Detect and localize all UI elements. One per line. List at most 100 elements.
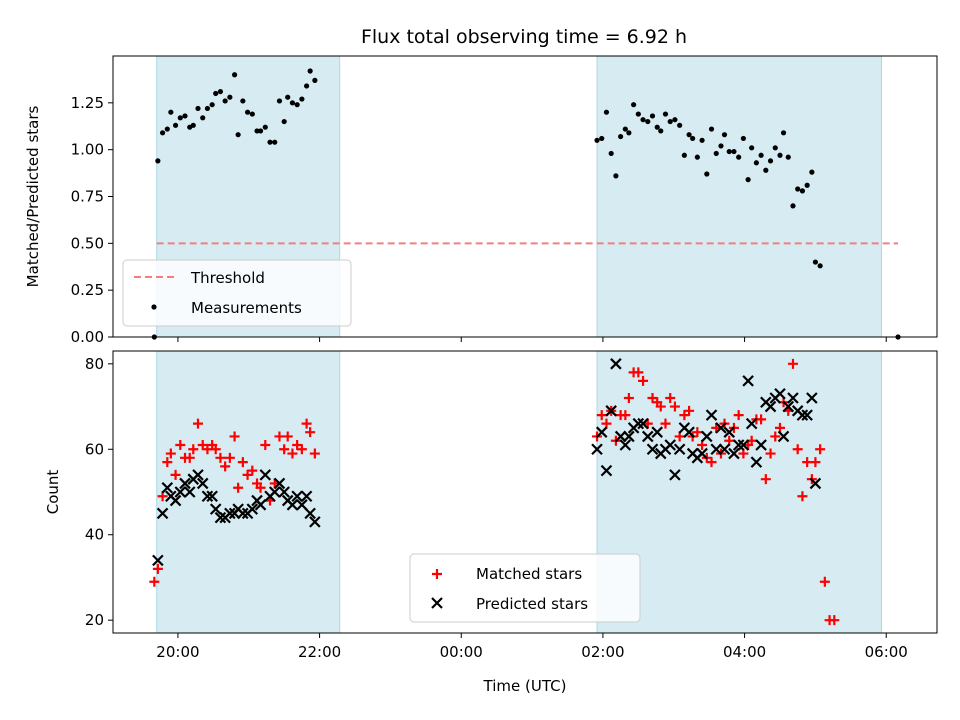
y-axis-label: Count xyxy=(44,470,62,515)
predicted-star-point xyxy=(591,443,603,456)
legend-box xyxy=(409,553,641,623)
measurement-point xyxy=(772,145,778,151)
matched-star-point xyxy=(774,422,785,433)
measurement-point xyxy=(681,152,687,158)
measurement-point xyxy=(758,152,764,158)
predicted-star-point xyxy=(777,430,790,443)
x-tick-label: 04:00 xyxy=(723,643,766,661)
matched-star-point xyxy=(819,576,830,587)
predicted-star-point xyxy=(254,499,267,511)
measurement-point xyxy=(649,113,656,119)
measurement-point xyxy=(217,88,224,95)
matched-star-point xyxy=(192,418,203,429)
predicted-star-point xyxy=(701,430,713,443)
measurement-point xyxy=(721,132,728,138)
matched-star-point xyxy=(282,431,293,442)
measurement-point xyxy=(767,158,774,164)
predicted-star-point xyxy=(710,443,723,456)
legend-predicted-label: Predicted stars xyxy=(476,595,588,613)
predicted-star-point xyxy=(651,426,663,438)
legend-threshold-label: Threshold xyxy=(190,269,265,287)
y-tick-label: 60 xyxy=(85,440,104,458)
measurement-point xyxy=(200,115,206,121)
predicted-star-point xyxy=(161,481,174,494)
measurement-point xyxy=(249,111,255,117)
legend-matched-swatch xyxy=(432,569,442,579)
predicted-star-point xyxy=(696,447,708,460)
matched-star-point xyxy=(301,418,312,429)
matched-star-point xyxy=(260,440,271,450)
measurement-point xyxy=(262,124,268,130)
matched-star-point xyxy=(692,427,703,438)
ratio-panel: 0.00 0.25 0.50 0.75 1.00 1.25 Matched/Predicte… xyxy=(24,55,938,346)
measurement-point xyxy=(285,94,291,100)
measurement-point xyxy=(235,132,241,138)
matched-star-point xyxy=(706,457,717,468)
predicted-star-point xyxy=(750,456,763,468)
matched-star-point xyxy=(237,457,248,468)
measurement-point xyxy=(817,263,823,269)
measurement-point xyxy=(795,186,801,192)
x-tick-label: 06:00 xyxy=(865,643,908,661)
measurement-point xyxy=(645,118,651,125)
measurement-point xyxy=(240,98,246,104)
matched-star-point xyxy=(797,491,808,502)
measurement-point xyxy=(182,113,188,119)
predicted-star-point xyxy=(742,375,754,387)
predicted-star-point xyxy=(737,439,750,451)
matched-star-point xyxy=(279,444,290,455)
measurement-point xyxy=(658,128,664,134)
predicted-star-point xyxy=(286,499,299,511)
matched-star-point xyxy=(620,410,631,421)
predicted-star-point xyxy=(764,400,777,413)
predicted-star-point xyxy=(782,400,795,413)
y-tick-label: 20 xyxy=(85,611,104,629)
matched-star-point xyxy=(162,457,173,468)
matched-star-point xyxy=(233,482,244,493)
measurement-point xyxy=(177,115,183,121)
matched-star-point xyxy=(829,615,840,626)
y-tick-label: 1.00 xyxy=(71,141,104,159)
predicted-star-point xyxy=(600,464,613,477)
measurement-point xyxy=(164,126,170,132)
measurement-point xyxy=(740,135,746,142)
measurement-point xyxy=(281,118,287,125)
predicted-star-point xyxy=(206,490,218,503)
y-tick-label: 0.00 xyxy=(71,328,104,346)
predicted-star-point xyxy=(728,447,740,460)
measurement-point xyxy=(694,154,700,160)
measurement-point xyxy=(289,100,296,106)
x-tick-label: 00:00 xyxy=(440,643,483,661)
predicted-star-point xyxy=(278,486,290,498)
measurement-point xyxy=(713,150,719,157)
x-tick-label: 22:00 xyxy=(298,643,341,661)
matched-star-point xyxy=(165,448,176,459)
predicted-star-point xyxy=(605,405,617,417)
measurement-point xyxy=(599,135,605,142)
measurement-point xyxy=(777,152,783,158)
predicted-star-point xyxy=(796,409,809,421)
measurement-point xyxy=(662,111,669,117)
measurement-point xyxy=(608,150,614,157)
matched-star-point xyxy=(770,431,781,442)
y-tick-label: 0.25 xyxy=(71,281,104,299)
predicted-star-point xyxy=(718,443,731,456)
predicted-star-point xyxy=(196,477,209,490)
predicted-star-point xyxy=(673,443,686,456)
measurement-point xyxy=(244,109,251,115)
predicted-star-point xyxy=(755,439,767,451)
measurement-point xyxy=(780,130,787,136)
matched-star-point xyxy=(792,444,803,455)
predicted-star-point xyxy=(637,417,649,430)
measurement-point xyxy=(294,102,300,108)
matched-star-point xyxy=(787,358,798,369)
matched-star-point xyxy=(152,563,163,574)
matched-star-point xyxy=(623,393,634,403)
predicted-star-point xyxy=(801,409,813,421)
measurement-point xyxy=(312,77,318,83)
predicted-star-point xyxy=(224,507,236,520)
predicted-star-point xyxy=(179,477,191,490)
y-tick-label: 0.50 xyxy=(71,234,104,252)
matched-star-point xyxy=(220,461,231,472)
